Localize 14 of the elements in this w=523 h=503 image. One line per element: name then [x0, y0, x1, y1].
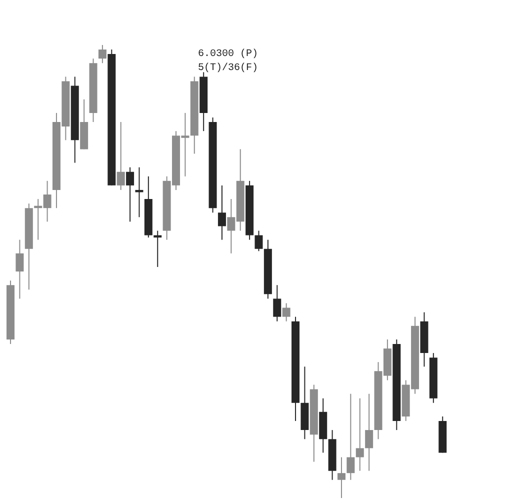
annotation: 6.0300 (P): [198, 48, 258, 60]
annotation: 5(T)/36(F): [198, 62, 258, 74]
candlestick: [16, 239, 24, 300]
candlestick: [365, 393, 374, 472]
candlestick: [116, 122, 125, 190]
candlestick: [218, 184, 226, 240]
candlestick: [346, 393, 355, 480]
candlestick: [126, 166, 134, 222]
candlestick: [356, 398, 364, 472]
candlestick: [273, 284, 282, 322]
candlestick: [282, 302, 290, 322]
candlestick: [98, 44, 106, 64]
candlestick: [337, 456, 346, 498]
candlestick: [254, 230, 263, 252]
